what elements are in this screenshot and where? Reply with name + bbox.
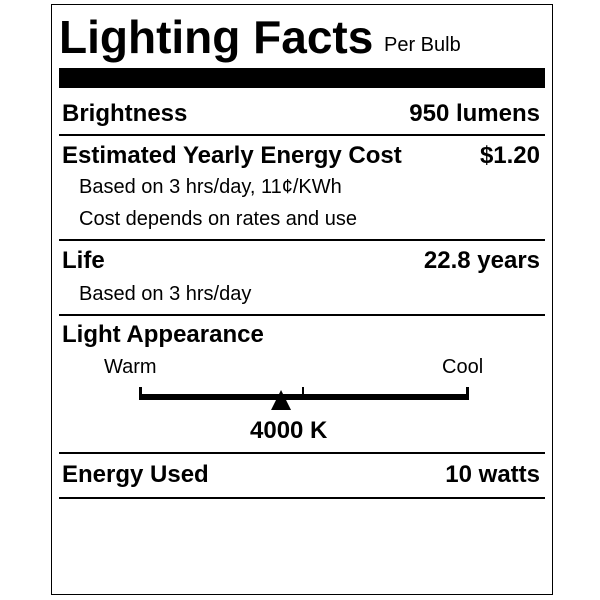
divider (59, 497, 545, 499)
brightness-value: 950 lumens (409, 100, 540, 127)
cost-label: Estimated Yearly Energy Cost (62, 142, 402, 169)
cost-note-2: Cost depends on rates and use (79, 208, 357, 230)
energy-label: Energy Used (62, 461, 209, 488)
divider (59, 239, 545, 241)
cost-value: $1.20 (479, 142, 540, 169)
life-value: 22.8 years (423, 247, 540, 274)
appearance-value: 4000 K (250, 417, 328, 444)
brightness-label: Brightness (62, 100, 188, 127)
scale-tick-mid (302, 387, 304, 397)
energy-value: 10 watts (445, 461, 540, 488)
scale-tick-warm (139, 387, 142, 400)
divider (59, 314, 545, 316)
divider (59, 452, 545, 454)
warm-label: Warm (104, 356, 157, 378)
label-title: Lighting Facts (59, 11, 374, 63)
energy-row: Energy Used 10 watts (59, 463, 540, 493)
lighting-facts-label (51, 4, 553, 595)
cost-row: Estimated Yearly Energy Cost $1.20 (59, 144, 540, 174)
label-subtitle: Per Bulb (384, 34, 461, 56)
life-row: Life 22.8 years (59, 249, 540, 279)
title-bar (59, 68, 545, 88)
scale-tick-cool (466, 387, 469, 400)
cost-note-1: Based on 3 hrs/day, 11¢/KWh (79, 176, 342, 198)
cool-label: Cool (442, 356, 484, 378)
brightness-row: Brightness 950 lumens (59, 102, 540, 132)
appearance-label: Light Appearance (62, 321, 264, 348)
temperature-marker-icon (271, 390, 292, 410)
divider (59, 134, 545, 136)
life-note: Based on 3 hrs/day (79, 283, 252, 305)
life-label: Life (62, 247, 105, 274)
